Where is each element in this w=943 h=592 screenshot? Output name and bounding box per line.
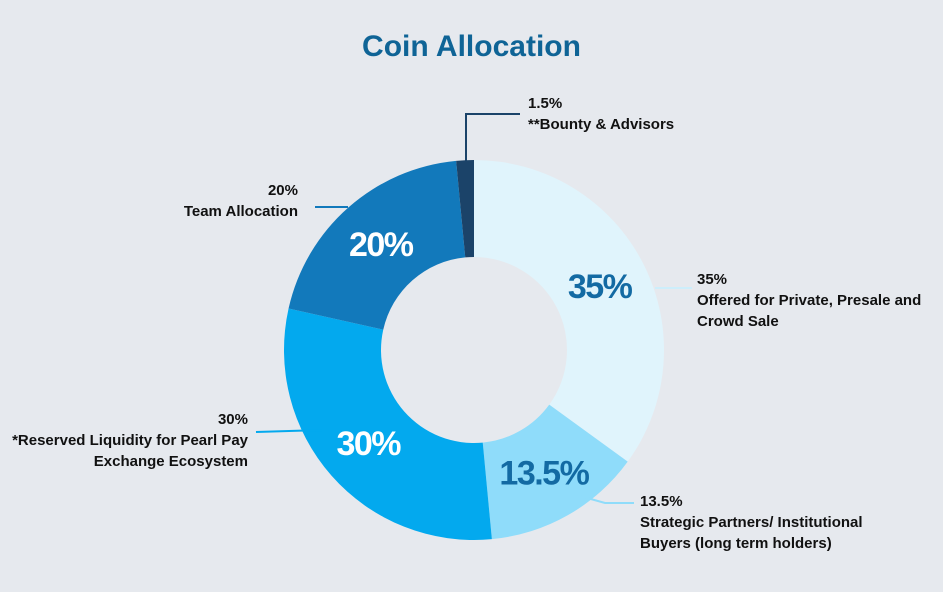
callout-percent-2: 30%	[218, 411, 248, 428]
callout-percent-3: 20%	[268, 182, 298, 199]
callout-desc-1: Buyers (long term holders)	[640, 535, 832, 552]
callout-percent-0: 35%	[697, 271, 727, 288]
donut-slice-0	[474, 160, 664, 462]
donut-slice-1	[482, 404, 628, 540]
slice-label-2: 30%	[336, 425, 401, 463]
slice-label-3: 20%	[349, 226, 414, 264]
slice-label-0: 35%	[568, 268, 633, 306]
callout-desc-2: Exchange Ecosystem	[94, 453, 248, 470]
callout-desc-2: *Reserved Liquidity for Pearl Pay	[12, 432, 249, 449]
callout-desc-0: Offered for Private, Presale and	[697, 292, 921, 309]
callout-line-1	[579, 495, 634, 504]
callout-desc-3: Team Allocation	[184, 203, 298, 220]
donut-slice-2	[283, 308, 492, 540]
callout-desc-0: Crowd Sale	[697, 313, 779, 330]
donut-slice-3	[288, 160, 466, 330]
callout-line-4	[465, 113, 520, 162]
donut-slice-4	[456, 160, 474, 258]
callout-desc-1: Strategic Partners/ Institutional	[640, 514, 863, 531]
chart-title: Coin Allocation	[362, 30, 581, 63]
callout-desc-4: **Bounty & Advisors	[528, 116, 674, 133]
callout-percent-4: 1.5%	[528, 95, 562, 112]
callout-percent-1: 13.5%	[640, 493, 683, 510]
callout-line-2	[255, 429, 323, 433]
slice-label-1: 13.5%	[499, 454, 589, 492]
